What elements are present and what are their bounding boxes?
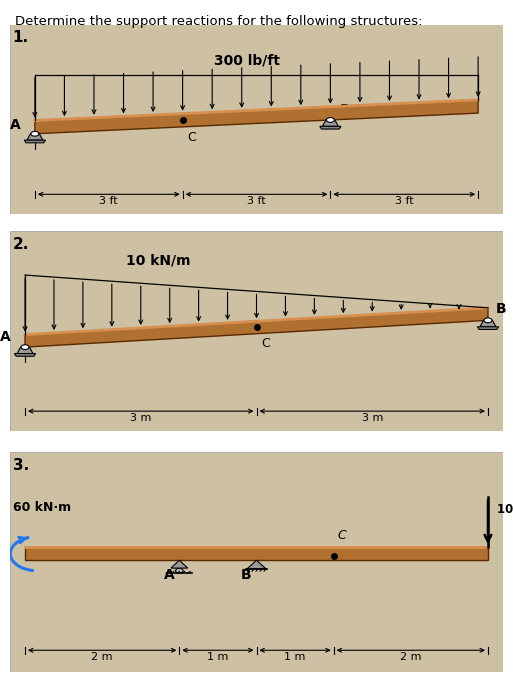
Text: A: A — [1, 330, 11, 344]
Circle shape — [21, 344, 29, 349]
Text: 1 m: 1 m — [207, 652, 229, 662]
Polygon shape — [35, 100, 478, 134]
Circle shape — [175, 568, 183, 573]
Text: Determine the support reactions for the following structures:: Determine the support reactions for the … — [15, 15, 423, 29]
Polygon shape — [320, 127, 341, 129]
Text: 3 ft: 3 ft — [395, 196, 413, 206]
Text: B: B — [241, 568, 251, 582]
Polygon shape — [17, 347, 33, 354]
Polygon shape — [171, 560, 188, 568]
Text: 3 ft: 3 ft — [247, 196, 266, 206]
Polygon shape — [477, 327, 499, 330]
Polygon shape — [480, 321, 496, 327]
Text: C: C — [188, 131, 196, 144]
Text: B: B — [340, 103, 351, 117]
Text: A: A — [10, 118, 21, 132]
Text: 3 m: 3 m — [362, 413, 383, 423]
Text: 2 m: 2 m — [400, 652, 422, 662]
Text: 3 m: 3 m — [130, 413, 151, 423]
Polygon shape — [247, 560, 266, 568]
Text: 2.: 2. — [13, 237, 29, 252]
Circle shape — [31, 132, 39, 136]
Text: C: C — [262, 337, 270, 351]
Text: C: C — [338, 528, 346, 542]
Text: 60 kN·m: 60 kN·m — [13, 501, 71, 514]
Text: 3 ft: 3 ft — [100, 196, 118, 206]
Polygon shape — [322, 120, 339, 127]
Text: 1 m: 1 m — [284, 652, 306, 662]
Text: A: A — [164, 568, 174, 582]
Text: 10 kN/m: 10 kN/m — [126, 253, 190, 267]
Polygon shape — [27, 134, 43, 140]
Polygon shape — [24, 140, 46, 143]
Text: 1.: 1. — [13, 30, 29, 46]
Text: 10 kN: 10 kN — [497, 503, 513, 517]
Circle shape — [484, 318, 492, 323]
Polygon shape — [14, 354, 36, 356]
Circle shape — [326, 118, 334, 122]
Text: 2 m: 2 m — [91, 652, 113, 662]
Text: 3.: 3. — [13, 458, 29, 472]
Text: 300 lb/ft: 300 lb/ft — [213, 53, 280, 67]
Text: B: B — [496, 302, 506, 316]
Polygon shape — [25, 308, 488, 347]
Bar — [25, 547, 488, 560]
